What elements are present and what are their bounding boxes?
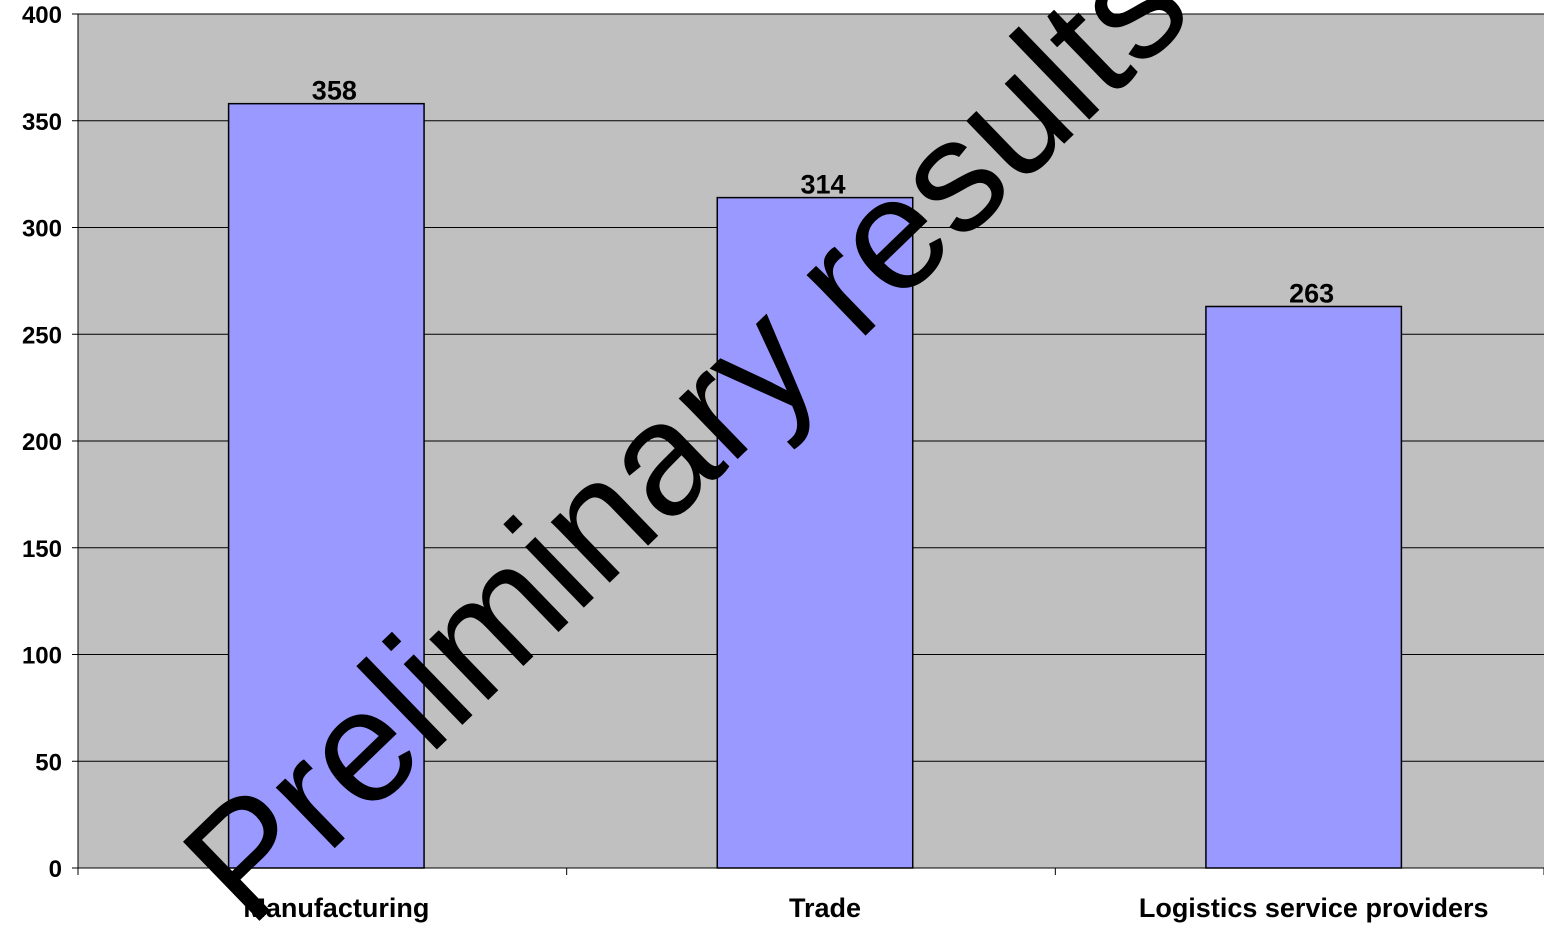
y-tick-label: 250: [22, 322, 62, 349]
x-tick-label: Logistics service providers: [1139, 893, 1489, 923]
y-tick-label: 350: [22, 109, 62, 136]
y-tick-label: 50: [35, 749, 62, 776]
y-tick-label: 200: [22, 429, 62, 456]
data-label: 358: [312, 76, 357, 106]
y-tick-label: 300: [22, 216, 62, 243]
bar: [1205, 305, 1403, 869]
data-label: 263: [1289, 278, 1334, 308]
y-tick-label: 150: [22, 536, 62, 563]
y-tick-label: 100: [22, 643, 62, 670]
x-tick-label: Manufacturing: [243, 893, 429, 923]
data-label: 314: [800, 170, 845, 200]
bar: [716, 196, 914, 869]
x-tick-label: Trade: [789, 893, 861, 923]
bar: [227, 102, 425, 869]
y-tick-label: 0: [49, 856, 62, 883]
y-tick-label: 400: [22, 2, 62, 29]
